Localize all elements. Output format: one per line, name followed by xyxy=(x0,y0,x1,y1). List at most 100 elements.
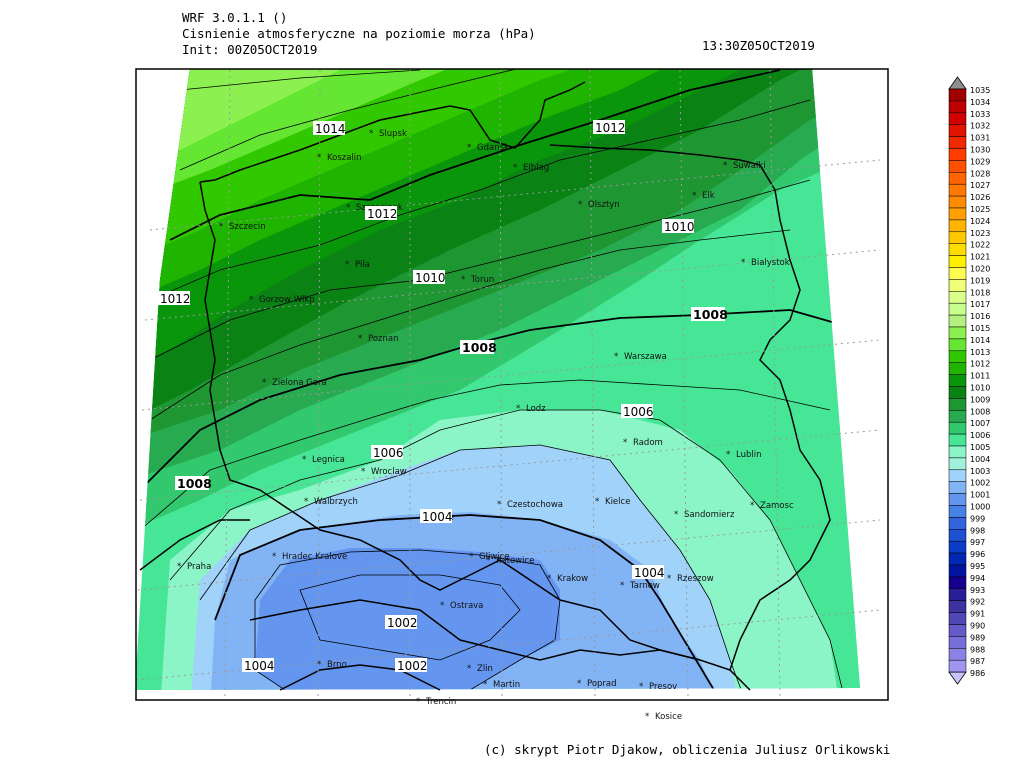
city-label: Presov xyxy=(649,682,677,692)
legend-label-1014: 1014 xyxy=(970,336,990,345)
legend-label-1018: 1018 xyxy=(970,288,990,297)
city-elk: * Elk xyxy=(692,191,715,201)
city-marker-icon: * xyxy=(461,275,465,285)
legend-label-1008: 1008 xyxy=(970,407,990,416)
city-label: Kosice xyxy=(655,712,682,722)
city-marker-icon: * xyxy=(741,258,745,268)
legend-label-1012: 1012 xyxy=(970,360,990,369)
legend-label-1000: 1000 xyxy=(970,503,990,512)
city-martin: * Martin xyxy=(483,680,520,690)
city-katowice: * Katowice xyxy=(486,556,534,566)
city-label: Katowice xyxy=(496,556,534,566)
isobar-value: 1004 xyxy=(634,566,665,580)
legend-label-1013: 1013 xyxy=(970,348,990,357)
city-czestochowa: * Czestochowa xyxy=(497,500,563,510)
isobar-label-1010: 1010 xyxy=(662,219,695,234)
legend-swatch-1012 xyxy=(948,362,967,375)
legend-label-1019: 1019 xyxy=(970,276,990,285)
city-slupsk: * Slupsk xyxy=(369,129,407,139)
city-zlin: * Zlin xyxy=(467,664,493,674)
legend-swatch-997 xyxy=(948,540,967,554)
legend-swatch-1027 xyxy=(948,183,967,197)
city-label: Zamosc xyxy=(760,501,794,511)
map-frame xyxy=(135,68,889,701)
legend-swatch-991 xyxy=(948,612,967,625)
legend-swatch-998 xyxy=(948,529,967,542)
city-elblag: * Elblag xyxy=(513,163,549,173)
legend-swatch-1007 xyxy=(948,421,967,435)
city-label: Czestochowa xyxy=(507,500,563,510)
legend-label-1010: 1010 xyxy=(970,384,990,393)
legend-label-1032: 1032 xyxy=(970,122,990,131)
legend-label-987: 987 xyxy=(970,657,985,666)
city-label: Kielce xyxy=(605,497,630,507)
isobar-value: 1008 xyxy=(462,340,497,355)
city-bialystok: * Bialystok xyxy=(741,258,790,268)
city-szczecin: * Szczecin xyxy=(219,222,266,232)
legend-swatch-1013 xyxy=(948,350,967,363)
city-gdansk: * Gdansk xyxy=(467,143,509,153)
legend-label-990: 990 xyxy=(970,622,985,631)
city-koszalin: * Koszalin xyxy=(317,153,362,163)
city-marker-icon: * xyxy=(345,260,349,270)
city-marker-icon: * xyxy=(692,191,696,201)
isobar-label-1012: 1012 xyxy=(365,206,398,221)
isobar-value: 1002 xyxy=(397,659,428,673)
legend-label-996: 996 xyxy=(970,550,985,559)
legend-swatch-1002 xyxy=(948,481,967,494)
legend-label-1003: 1003 xyxy=(970,467,990,476)
legend-swatch-1028 xyxy=(948,172,967,185)
city-marker-icon: * xyxy=(358,334,362,344)
city-marker-icon: * xyxy=(483,680,487,690)
legend-swatch-1008 xyxy=(948,410,967,423)
isobar-label-1004: 1004 xyxy=(242,658,275,673)
legend-label-986: 986 xyxy=(970,669,985,678)
legend-swatch-1031 xyxy=(948,136,967,149)
city-label: Tarnow xyxy=(629,581,660,591)
legend-swatch-988 xyxy=(948,648,967,661)
legend-swatch-1033 xyxy=(948,112,967,125)
fill-1014-zone xyxy=(136,69,360,170)
isobar-value: 1012 xyxy=(595,121,626,135)
city-marker-icon: * xyxy=(440,601,444,611)
city-label: Suwalki xyxy=(733,161,766,171)
legend-label-1001: 1001 xyxy=(970,491,990,500)
legend-swatch-1032 xyxy=(948,124,967,137)
city-warszawa: * Warszawa xyxy=(614,352,667,362)
legend-swatch-987 xyxy=(948,659,967,673)
city-marker-icon: * xyxy=(623,438,627,448)
city-label: Zlin xyxy=(477,664,493,674)
city-brno: * Brno xyxy=(317,660,347,670)
city-gorzow-wlkp: * Gorzow Wlkp xyxy=(249,295,315,305)
city-kosice: * Kosice xyxy=(645,712,682,722)
legend-swatch-1015 xyxy=(948,326,967,340)
city-marker-icon: * xyxy=(361,467,365,477)
city-label: Elk xyxy=(702,191,715,201)
city-sandomierz: * Sandomierz xyxy=(674,510,735,520)
city-marker-icon: * xyxy=(639,682,643,692)
legend-swatch-995 xyxy=(948,564,967,578)
legend-swatch-1035 xyxy=(948,88,967,102)
isobar-value: 1008 xyxy=(177,476,212,491)
city-label: Trencin xyxy=(425,697,456,707)
model-name: WRF 3.0.1.1 () xyxy=(182,10,288,25)
legend-label-1034: 1034 xyxy=(970,98,990,107)
valid-time: 13:30Z05OCT2019 xyxy=(702,38,815,53)
legend-label-1030: 1030 xyxy=(970,146,990,155)
city-marker-icon: * xyxy=(486,556,490,566)
legend-swatch-1023 xyxy=(948,231,967,244)
isobar-value: 1010 xyxy=(664,220,695,234)
legend-label-1028: 1028 xyxy=(970,169,990,178)
isobar-labels: 1014 1012 1012 1010 1010 1012 1008 1008 1006 1006… xyxy=(158,120,728,673)
legend-swatch-1025 xyxy=(948,207,967,221)
city-walbrzych: * Walbrzych xyxy=(304,497,358,507)
city-praha: * Praha xyxy=(177,562,211,572)
legend-label-1024: 1024 xyxy=(970,217,990,226)
legend-label-1029: 1029 xyxy=(970,157,990,166)
city-wroclaw: * Wroclaw xyxy=(361,467,407,477)
city-label: Brno xyxy=(327,660,347,670)
city-marker-icon: * xyxy=(578,200,582,210)
legend-min-arrow-icon xyxy=(948,671,967,685)
legend-swatch-1003 xyxy=(948,469,967,482)
legend-label-998: 998 xyxy=(970,526,985,535)
